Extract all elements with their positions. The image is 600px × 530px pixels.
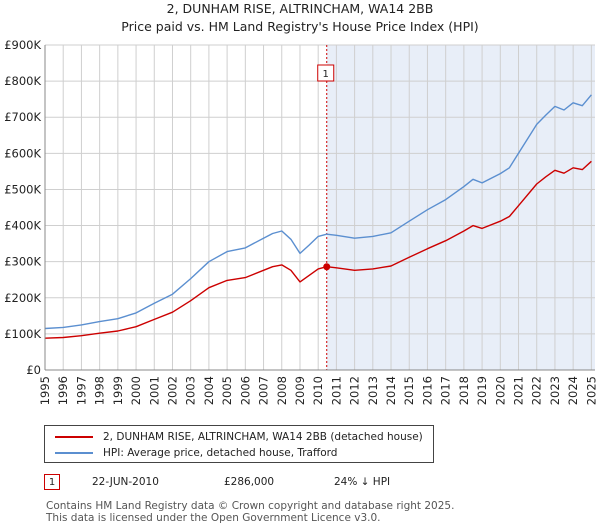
x-tick-label: 2014	[384, 376, 398, 405]
chart-subtitle: Price paid vs. HM Land Registry's House …	[121, 19, 478, 34]
x-tick-label: 2000	[129, 376, 143, 405]
x-tick-label: 1998	[93, 376, 107, 405]
y-tick-label: £300K	[4, 255, 41, 269]
x-tick-label: 2017	[439, 376, 453, 405]
x-tick-label: 2003	[184, 376, 198, 405]
legend-label-property: 2, DUNHAM RISE, ALTRINCHAM, WA14 2BB (de…	[103, 431, 423, 443]
y-tick-label: £0	[26, 363, 41, 377]
x-tick-label: 2013	[366, 376, 380, 405]
x-tick-label: 1999	[111, 376, 125, 405]
sale-marker-label: 1	[323, 69, 329, 80]
series-line-hpi	[44, 94, 592, 330]
x-tick-label: 2021	[512, 376, 526, 405]
sale-marker-box	[317, 64, 335, 82]
x-tick-label: 2012	[348, 376, 362, 405]
x-tick-label: 2007	[257, 376, 271, 405]
sale-hpi-diff: 24% ↓ HPI	[334, 476, 391, 488]
x-tick-label: 2025	[584, 376, 598, 405]
x-tick-label: 2009	[293, 376, 307, 405]
sale-date: 22-JUN-2010	[92, 476, 159, 488]
footer-line-1: Contains HM Land Registry data © Crown c…	[46, 500, 455, 512]
x-tick-label: 2001	[147, 376, 161, 405]
x-tick-label: 2015	[402, 376, 416, 405]
sale-badge: 1	[44, 474, 60, 490]
sale-price: £286,000	[224, 476, 275, 488]
y-tick-label: £900K	[4, 38, 41, 52]
x-tick-label: 2018	[457, 376, 471, 405]
x-tick-label: 2004	[202, 376, 216, 405]
chart-title: 2, DUNHAM RISE, ALTRINCHAM, WA14 2BB	[167, 1, 434, 16]
legend: 2, DUNHAM RISE, ALTRINCHAM, WA14 2BB (de…	[44, 425, 434, 463]
x-tick-label: 1997	[74, 376, 88, 405]
legend-swatch-hpi	[55, 452, 93, 454]
sale-table-row: 1 22-JUN-2010 £286,000 24% ↓ HPI	[44, 474, 484, 492]
y-tick-label: £100K	[4, 327, 41, 341]
x-tick-label: 2011	[329, 376, 343, 405]
series-line-property	[44, 160, 592, 339]
footer-line-2: This data is licensed under the Open Gov…	[46, 512, 381, 524]
x-tick-label: 2024	[566, 376, 580, 405]
sale-point	[323, 263, 331, 271]
x-tick-label: 2022	[530, 376, 544, 405]
x-tick-label: 1996	[56, 376, 70, 405]
post-sale-shaded-region	[326, 45, 595, 370]
x-tick-label: 1995	[38, 376, 52, 405]
y-tick-label: £800K	[4, 74, 41, 88]
y-tick-label: £700K	[4, 110, 41, 124]
x-tick-label: 2008	[275, 376, 289, 405]
y-tick-label: £200K	[4, 291, 41, 305]
legend-label-hpi: HPI: Average price, detached house, Traf…	[103, 447, 338, 459]
x-tick-label: 2010	[311, 376, 325, 405]
y-tick-label: £600K	[4, 146, 41, 160]
y-tick-label: £400K	[4, 219, 41, 233]
x-tick-label: 2019	[475, 376, 489, 405]
x-tick-label: 2006	[238, 376, 252, 405]
x-tick-label: 2002	[165, 376, 179, 405]
y-tick-label: £500K	[4, 182, 41, 196]
legend-swatch-property	[55, 436, 93, 438]
footer: Contains HM Land Registry data © Crown c…	[46, 500, 454, 524]
x-tick-label: 2020	[493, 376, 507, 405]
x-tick-label: 2016	[420, 376, 434, 405]
x-tick-label: 2005	[220, 376, 234, 405]
legend-entry-hpi: HPI: Average price, detached house, Traf…	[55, 445, 337, 461]
legend-entry-property: 2, DUNHAM RISE, ALTRINCHAM, WA14 2BB (de…	[55, 429, 423, 445]
x-tick-label: 2023	[548, 376, 562, 405]
